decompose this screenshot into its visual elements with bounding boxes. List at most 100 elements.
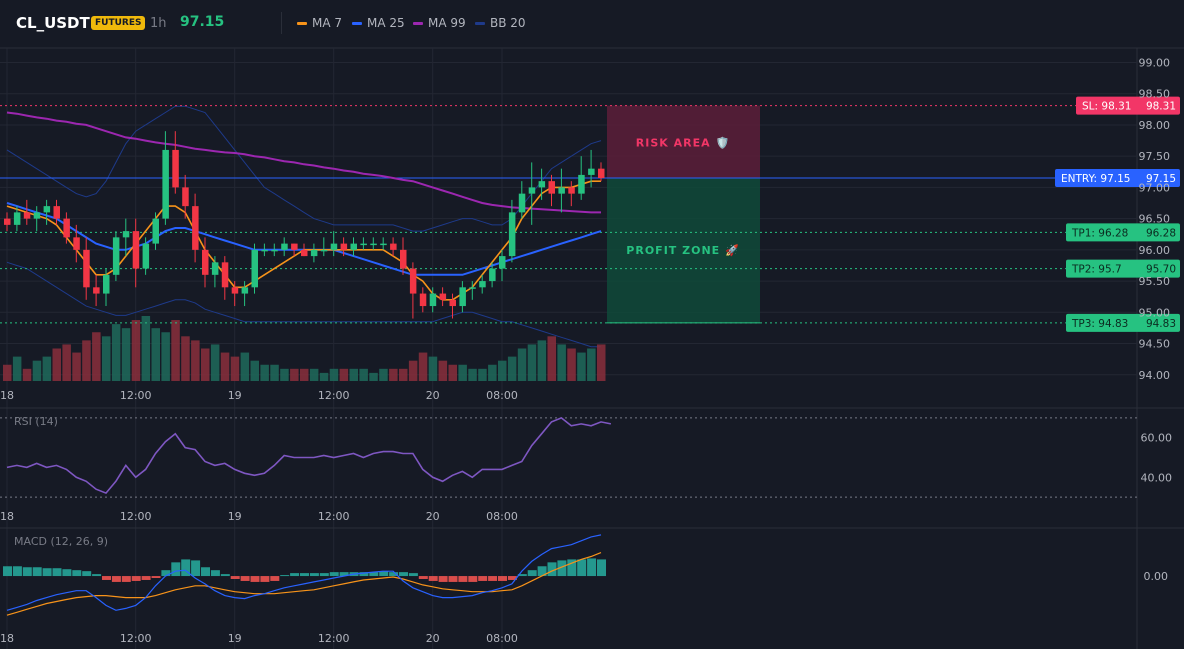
time-axis-label: 20 bbox=[426, 632, 440, 645]
rsi-tick-label: 40.00 bbox=[1141, 471, 1173, 484]
symbol-name[interactable]: CL_USDT bbox=[16, 14, 90, 32]
candle-body[interactable] bbox=[588, 168, 595, 175]
volume-bar bbox=[72, 352, 81, 381]
candle-body[interactable] bbox=[23, 212, 31, 219]
legend-bb20[interactable]: BB 20 bbox=[475, 16, 526, 30]
candle-body[interactable] bbox=[538, 181, 546, 188]
candle-body[interactable] bbox=[202, 249, 209, 275]
volume-bar bbox=[280, 368, 289, 381]
candle-body[interactable] bbox=[548, 181, 556, 194]
candle-body[interactable] bbox=[489, 268, 496, 282]
candle-body[interactable] bbox=[63, 218, 70, 238]
candle-body[interactable] bbox=[162, 149, 169, 219]
profit-zone bbox=[607, 178, 760, 323]
futures-badge: FUTURES bbox=[91, 16, 146, 30]
level-tag[interactable] bbox=[1066, 313, 1180, 332]
candle-body[interactable] bbox=[122, 231, 130, 238]
volume-bar bbox=[260, 364, 269, 381]
candle-body[interactable] bbox=[340, 243, 348, 250]
macd-histogram-bar bbox=[52, 568, 62, 577]
level-tag[interactable] bbox=[1055, 169, 1180, 188]
candle-body[interactable] bbox=[479, 281, 486, 288]
level-tag[interactable] bbox=[1066, 259, 1180, 278]
candle-body[interactable] bbox=[182, 187, 189, 207]
candle-body[interactable] bbox=[172, 149, 179, 188]
candle-body[interactable] bbox=[33, 212, 41, 219]
candle-body[interactable] bbox=[13, 212, 21, 225]
candle-body[interactable] bbox=[43, 206, 51, 213]
candle-body[interactable] bbox=[103, 274, 110, 294]
candle-body[interactable] bbox=[192, 206, 199, 250]
candle-body[interactable] bbox=[152, 218, 160, 244]
volume-bar bbox=[339, 368, 349, 381]
candle-body[interactable] bbox=[83, 249, 90, 288]
candle-body[interactable] bbox=[400, 249, 407, 269]
time-axis-label: 20 bbox=[426, 389, 440, 402]
candle-body[interactable] bbox=[598, 168, 605, 179]
candle-body[interactable] bbox=[211, 262, 219, 275]
candle-body[interactable] bbox=[291, 243, 298, 250]
macd-histogram-bar bbox=[468, 576, 478, 582]
legend-ma7[interactable]: MA 7 bbox=[297, 16, 342, 30]
volume-bar bbox=[181, 336, 190, 381]
legend-bb20-label: BB 20 bbox=[490, 16, 526, 30]
time-axis-label: 19 bbox=[228, 510, 242, 523]
candle-body[interactable] bbox=[449, 299, 457, 307]
candle-body[interactable] bbox=[528, 187, 536, 194]
time-axis-label: 18 bbox=[0, 510, 14, 523]
candle-body[interactable] bbox=[518, 193, 526, 213]
candle-body[interactable] bbox=[380, 243, 387, 246]
candle-body[interactable] bbox=[112, 237, 120, 275]
candle-body[interactable] bbox=[558, 187, 565, 194]
time-axis-label: 19 bbox=[228, 632, 242, 645]
candle-body[interactable] bbox=[261, 249, 268, 252]
candle-body[interactable] bbox=[93, 287, 100, 294]
candle-body[interactable] bbox=[4, 218, 11, 225]
candle-body[interactable] bbox=[310, 249, 318, 257]
candle-body[interactable] bbox=[429, 293, 437, 307]
candle-body[interactable] bbox=[73, 237, 80, 250]
candle-body[interactable] bbox=[499, 256, 506, 269]
legend-ma99[interactable]: MA 99 bbox=[413, 16, 466, 30]
candle-body[interactable] bbox=[241, 287, 249, 294]
candle-body[interactable] bbox=[271, 249, 278, 252]
candle-body[interactable] bbox=[469, 287, 476, 289]
level-tag-value: 96.28 bbox=[1146, 227, 1176, 239]
candle-body[interactable] bbox=[132, 231, 140, 269]
candle-body[interactable] bbox=[231, 287, 239, 294]
timeframe-selector[interactable]: 1h bbox=[150, 16, 167, 31]
price-tick-label: 99.00 bbox=[1139, 56, 1171, 69]
candle-body[interactable] bbox=[281, 243, 288, 250]
candle-body[interactable] bbox=[568, 187, 575, 194]
level-tag[interactable] bbox=[1076, 96, 1180, 115]
legend-bb20-swatch bbox=[475, 21, 485, 25]
candle-body[interactable] bbox=[439, 293, 447, 300]
volume-bar bbox=[82, 340, 91, 381]
candle-body[interactable] bbox=[409, 268, 417, 294]
candle-body[interactable] bbox=[419, 293, 427, 307]
candle-body[interactable] bbox=[350, 243, 358, 250]
candle-body[interactable] bbox=[221, 262, 229, 288]
candle-body[interactable] bbox=[301, 249, 308, 257]
candle-body[interactable] bbox=[251, 249, 259, 288]
candle-body[interactable] bbox=[330, 243, 338, 250]
level-tag[interactable] bbox=[1066, 223, 1180, 242]
candle-body[interactable] bbox=[508, 212, 516, 257]
candle-body[interactable] bbox=[390, 243, 397, 250]
candle-body[interactable] bbox=[360, 243, 367, 246]
candle-body[interactable] bbox=[53, 206, 61, 219]
candle-body[interactable] bbox=[459, 287, 466, 307]
macd-histogram-bar bbox=[240, 576, 250, 581]
candle-body[interactable] bbox=[370, 243, 377, 246]
macd-histogram-bar bbox=[22, 567, 32, 577]
legend-ma25[interactable]: MA 25 bbox=[352, 16, 405, 30]
price-tick-label: 96.50 bbox=[1139, 213, 1171, 226]
level-tag-label: TP1: 96.28 bbox=[1071, 227, 1128, 239]
volume-bar bbox=[201, 348, 210, 381]
volume-bar bbox=[220, 352, 230, 381]
volume-bar bbox=[379, 368, 388, 381]
candle-body[interactable] bbox=[142, 243, 150, 269]
candle-body[interactable] bbox=[578, 174, 585, 194]
candle-body[interactable] bbox=[320, 249, 328, 252]
